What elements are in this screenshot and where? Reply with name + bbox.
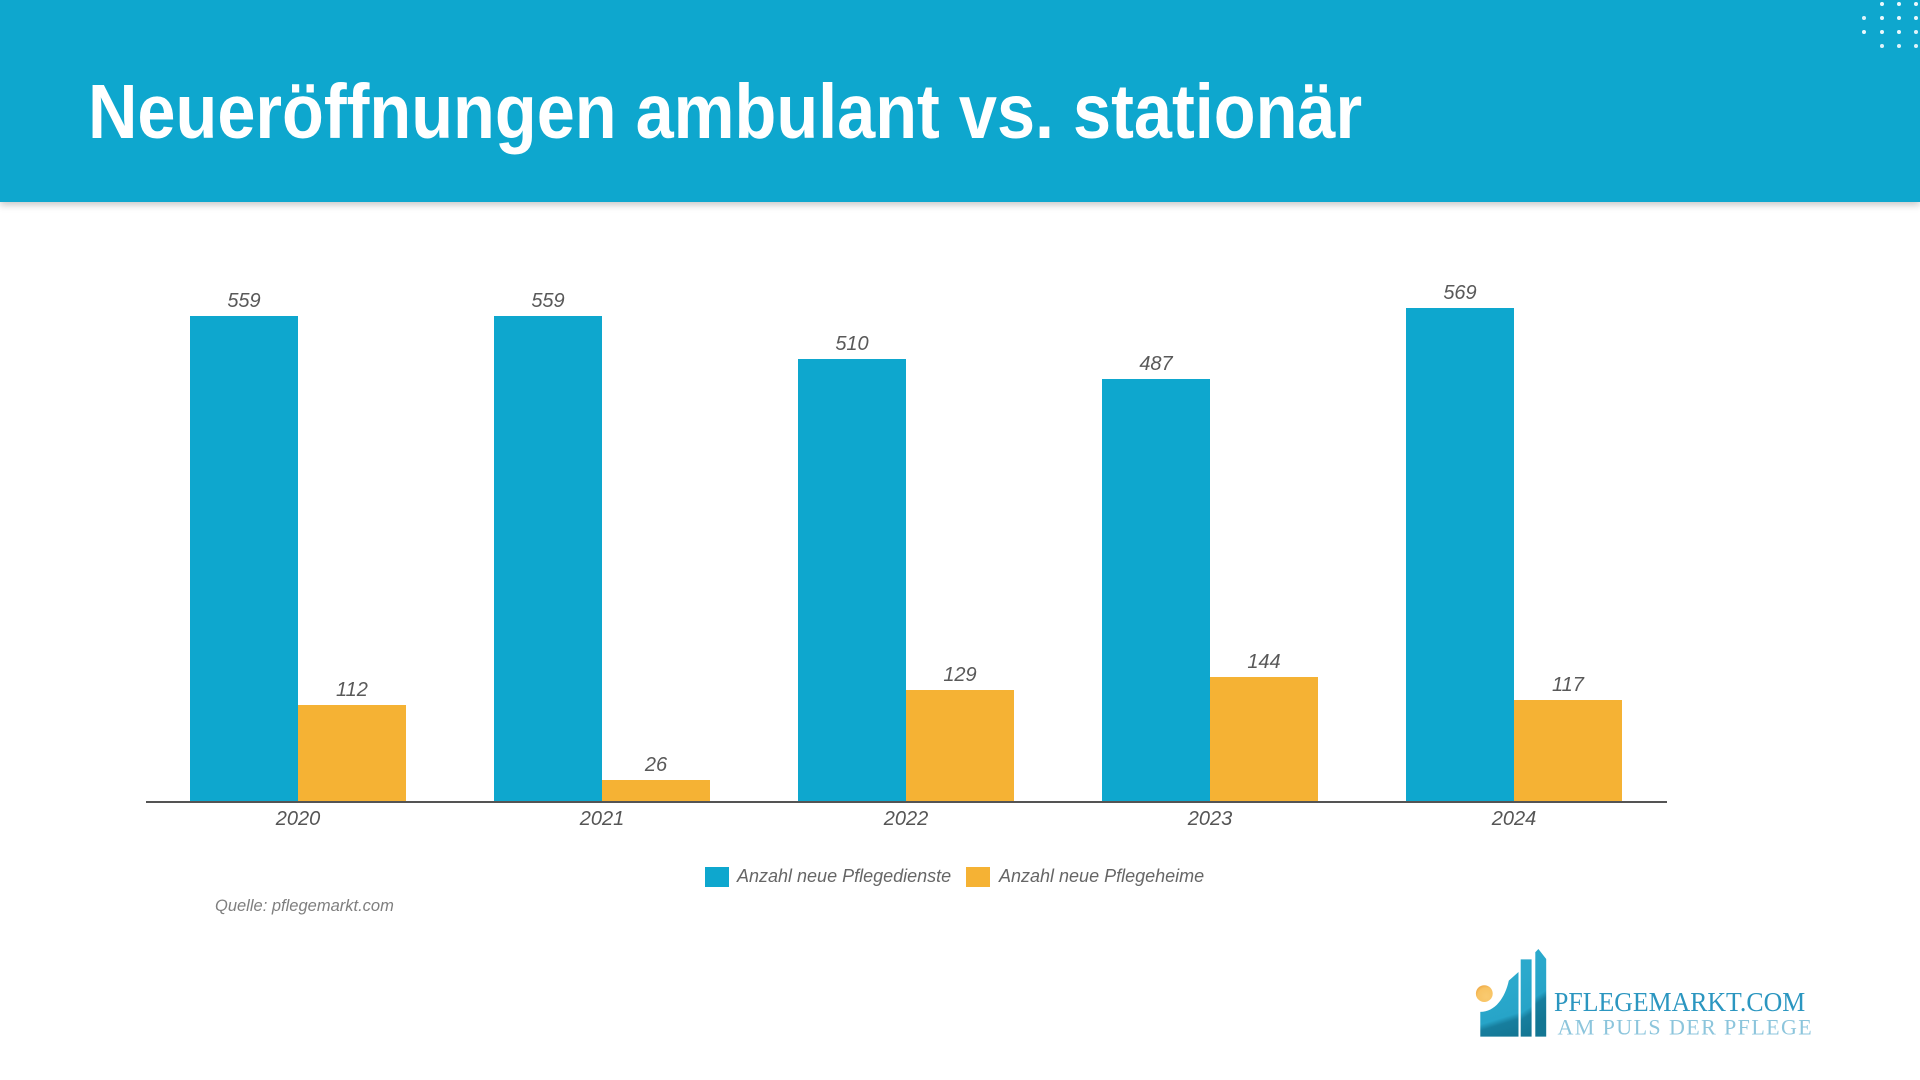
svg-text:PFLEGEMARKT.COM: PFLEGEMARKT.COM (1554, 987, 1805, 1018)
svg-text:AM PULS DER PFLEGE: AM PULS DER PFLEGE (1558, 1015, 1814, 1040)
